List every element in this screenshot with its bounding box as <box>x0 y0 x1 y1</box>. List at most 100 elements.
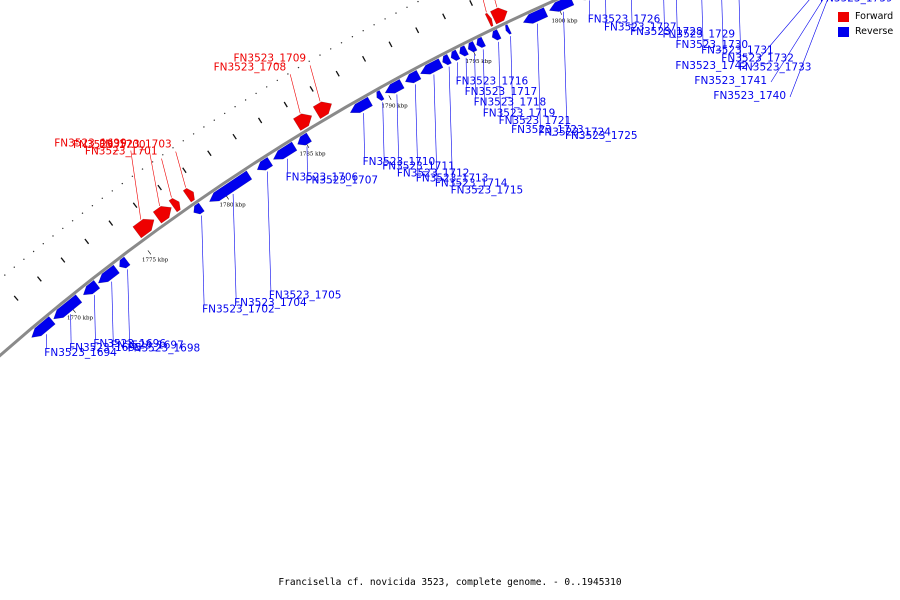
gene-label-reverse[interactable]: FN3523_1698 <box>128 342 201 354</box>
gene-label-forward[interactable]: FN3523_1708 <box>214 61 287 73</box>
gene-label-reverse[interactable]: FN3523_1712 <box>397 167 470 179</box>
gene-arrow[interactable] <box>297 132 313 146</box>
gene-label-reverse[interactable]: FN3523_1707 <box>306 175 379 187</box>
gene-label-forward[interactable]: FN3523_1703 <box>99 139 172 151</box>
gene-label-reverse[interactable]: FN3523_1711 <box>382 160 455 172</box>
gene-label-reverse[interactable]: FN3523_1728 <box>630 26 703 38</box>
gene-label-reverse[interactable]: FN3523_1726 <box>588 13 661 25</box>
gene-arrow[interactable] <box>97 264 120 284</box>
gene-label-reverse[interactable]: FN3523_1724 <box>538 127 611 139</box>
gene-arrow[interactable] <box>419 58 444 75</box>
gene-label-reverse[interactable]: FN3523_1733 <box>739 61 812 73</box>
gene-arrow[interactable] <box>292 113 313 131</box>
gene-arrow[interactable] <box>182 187 195 203</box>
leader-line <box>267 171 272 291</box>
leader-line <box>751 0 810 68</box>
gene-arrow[interactable] <box>53 294 83 320</box>
gene-label-reverse[interactable]: FN3523_1730 <box>676 39 749 51</box>
gene-label-reverse[interactable]: FN3523_1718 <box>474 97 547 109</box>
leader-line <box>309 65 321 102</box>
track-dot <box>276 79 278 82</box>
gene-arrow[interactable] <box>312 101 333 120</box>
gene-label-forward[interactable]: FN3523_1709 <box>234 52 307 64</box>
gene-label-reverse[interactable]: FN3523_1719 <box>483 107 556 119</box>
gene-label-forward[interactable]: FN3523_1701 <box>85 146 158 158</box>
gene-label-reverse[interactable]: FN3523_1713 <box>416 172 489 184</box>
gene-arrow[interactable] <box>442 53 452 66</box>
gene-arrow[interactable] <box>548 0 575 12</box>
leader-line <box>130 150 142 220</box>
track-dot <box>81 212 84 214</box>
gene-arrow[interactable] <box>256 156 274 171</box>
gene-arrow[interactable] <box>272 141 298 160</box>
gene-label-reverse[interactable]: FN3523_1732 <box>721 52 794 64</box>
track-dot <box>287 73 289 75</box>
gene-arrow[interactable] <box>119 256 131 269</box>
gene-label-reverse[interactable]: FN3523_1731 <box>701 45 774 57</box>
track-tick <box>283 101 288 108</box>
gene-label-reverse[interactable]: FN3523_1739 <box>820 0 893 4</box>
gene-label-reverse[interactable]: FN3523_1706 <box>286 172 359 184</box>
gene-label-reverse[interactable]: FN3523_1695 <box>69 342 142 354</box>
gene-label-reverse[interactable]: FN3523_1727 <box>604 22 677 34</box>
gene-label-reverse[interactable]: FN3523_1696 <box>93 338 166 350</box>
gene-arrow[interactable] <box>82 279 101 296</box>
gene-arrow[interactable] <box>505 24 512 35</box>
tick-marks: 1770 kbp 1775 kbp 1780 kbp 1785 kbp 1790 kbp… <box>67 10 578 322</box>
gene-label-reverse[interactable]: FN3523_1725 <box>565 130 638 142</box>
track-dot <box>52 235 54 237</box>
gene-arrow[interactable] <box>484 12 494 27</box>
gene-label-reverse[interactable]: FN3523_1697 <box>111 340 184 352</box>
gene-arrow[interactable] <box>459 45 469 57</box>
gene-arrow[interactable] <box>31 316 56 338</box>
gene-arrow[interactable] <box>489 7 508 25</box>
gene-arrow[interactable] <box>522 7 549 24</box>
gene-arrow[interactable] <box>152 206 172 224</box>
gene-label-reverse[interactable]: FN3523_1714 <box>435 178 508 190</box>
gene-label-forward[interactable]: FN3523_1700 <box>73 139 146 151</box>
gene-arrow[interactable] <box>376 90 385 101</box>
gene-label-reverse[interactable]: FN3523_1705 <box>269 290 342 302</box>
track-dot <box>373 24 375 26</box>
track-dot <box>13 266 15 268</box>
gene-label-reverse[interactable]: FN3523_1729 <box>663 29 736 41</box>
gene-label-reverse[interactable]: FN3523_1741 <box>694 75 767 87</box>
gene-label-reverse[interactable]: FN3523_1694 <box>44 347 117 359</box>
gene-arrow[interactable] <box>450 49 461 61</box>
gene-arrow[interactable] <box>467 40 478 53</box>
gene-label-reverse[interactable]: FN3523_1715 <box>451 185 524 197</box>
track-dot <box>4 274 6 276</box>
track-dot <box>42 243 44 245</box>
gene-arrow[interactable] <box>208 170 253 202</box>
track-tick <box>232 133 237 140</box>
gene-arrow[interactable] <box>491 29 502 41</box>
track-tick <box>257 117 263 124</box>
gene-labels: FN3523_1694FN3523_1695FN3523_1696FN3523_… <box>44 0 892 359</box>
gene-label-reverse[interactable]: FN3523_1702 <box>202 304 275 316</box>
gene-arrow[interactable] <box>193 202 205 215</box>
gene-label-reverse[interactable]: FN3523_1742 <box>675 60 748 72</box>
leader-line <box>111 281 114 341</box>
track-dot <box>62 227 64 230</box>
gene-label-reverse[interactable]: FN3523_1704 <box>234 297 307 309</box>
kbp-tick-label: 1800 kbp <box>551 19 578 25</box>
gene-arrow[interactable] <box>384 78 405 94</box>
gene-arrow[interactable] <box>168 197 181 213</box>
gene-label-reverse[interactable]: FN3523_1710 <box>363 156 436 168</box>
gene-label-reverse[interactable]: FN3523_1723 <box>511 124 584 136</box>
leader-line <box>498 41 501 116</box>
gene-arrow[interactable] <box>132 218 155 239</box>
gene-arrow[interactable] <box>349 96 373 114</box>
gene-label-reverse[interactable]: FN3523_1717 <box>465 86 538 98</box>
gene-label-reverse[interactable]: FN3523_1740 <box>713 90 786 102</box>
gene-label-forward[interactable]: FN3523_1699 <box>54 138 127 150</box>
gene-label-reverse[interactable]: FN3523_1721 <box>499 115 572 127</box>
gene-arrow[interactable] <box>476 36 487 49</box>
track-tick <box>36 276 42 282</box>
leader-line <box>448 66 453 186</box>
gene-arrow[interactable] <box>404 69 422 84</box>
gene-label-reverse[interactable]: FN3523_1716 <box>456 75 529 87</box>
strand-legend: Forward Reverse <box>838 9 898 39</box>
track-dot <box>111 190 114 192</box>
